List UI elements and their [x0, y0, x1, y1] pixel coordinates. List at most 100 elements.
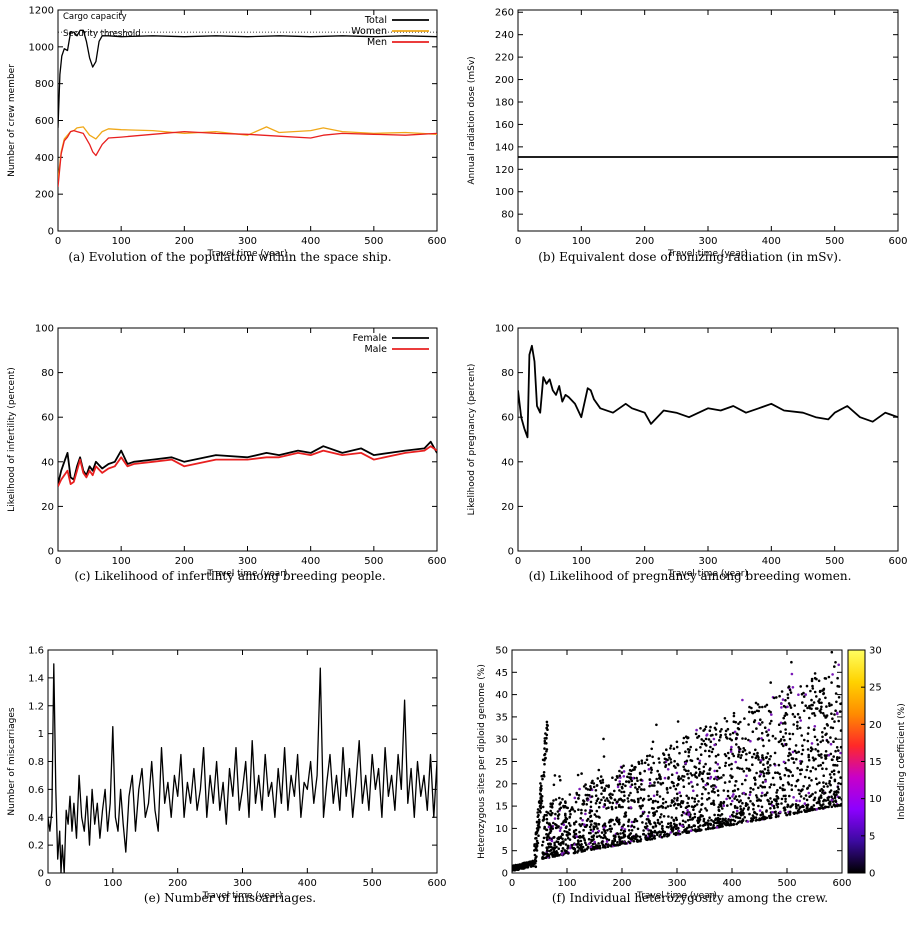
scatter-point: [676, 796, 679, 800]
scatter-point: [525, 861, 529, 865]
scatter-point: [702, 786, 705, 789]
scatter-point: [761, 811, 764, 814]
scatter-point: [580, 850, 583, 853]
scatter-point: [632, 825, 636, 829]
y-tick-label: 60: [501, 413, 514, 424]
scatter-point: [552, 783, 556, 787]
scatter-point: [648, 833, 651, 836]
scatter-point: [722, 773, 725, 777]
scatter-point: [741, 698, 744, 702]
scatter-point: [541, 840, 545, 844]
scatter-point: [547, 825, 551, 829]
scatter-point: [539, 796, 543, 799]
scatter-point: [539, 806, 543, 810]
chart-panel-d: 0 100 200 300 400 500 600 0 20 40 60 80 100 Travel ti…: [467, 324, 908, 584]
scatter-point: [678, 822, 682, 826]
scatter-point: [774, 771, 777, 774]
scatter-point: [617, 822, 621, 826]
scatter-point: [639, 839, 642, 843]
scatter-point: [705, 809, 709, 812]
scatter-point: [679, 805, 683, 808]
scatter-point: [788, 688, 792, 692]
scatter-point: [595, 784, 599, 787]
scatter-point: [717, 817, 720, 821]
scatter-point: [616, 776, 619, 779]
scatter-point: [585, 803, 588, 806]
scatter-point: [743, 749, 747, 752]
scatter-point: [548, 813, 552, 816]
scatter-point: [542, 775, 546, 778]
scatter-point: [808, 706, 812, 710]
x-tick-label: 400: [722, 878, 741, 889]
scatter-point: [791, 732, 795, 736]
scatter-point: [812, 804, 816, 807]
scatter-point: [826, 724, 829, 727]
scatter-point: [807, 726, 810, 730]
y-tick-label: 180: [495, 97, 514, 108]
scatter-point: [662, 753, 666, 756]
series-line-main: [518, 344, 898, 439]
scatter-point: [726, 737, 729, 740]
scatter-point: [679, 777, 683, 780]
scatter-point: [642, 829, 645, 832]
scatter-point: [615, 800, 619, 804]
scatter-point: [627, 780, 631, 784]
x-tick-label: 500: [363, 878, 382, 889]
scatter-point: [632, 839, 636, 843]
scatter-point: [696, 757, 700, 761]
scatter-point: [749, 739, 752, 743]
scatter-point: [548, 836, 551, 839]
x-tick-label: 200: [635, 556, 654, 567]
scatter-point: [602, 737, 605, 741]
x-tick-label: 500: [777, 878, 796, 889]
scatter-point: [683, 829, 686, 832]
scatter-point: [707, 796, 711, 800]
scatter-point: [681, 779, 685, 782]
scatter-point: [837, 770, 841, 774]
scatter-point: [780, 690, 784, 693]
scatter-point: [676, 763, 680, 767]
scatter-point: [605, 784, 608, 788]
scatter-point: [807, 791, 811, 795]
scatter-point: [582, 785, 586, 788]
scatter-point: [629, 806, 633, 809]
scatter-point: [597, 815, 600, 819]
scatter-point: [618, 789, 621, 792]
scatter-point: [533, 844, 536, 848]
scatter-point: [814, 748, 817, 751]
scatter-point: [622, 770, 626, 773]
scatter-point: [702, 739, 705, 743]
scatter-point: [749, 790, 752, 794]
scatter-point: [835, 746, 839, 749]
scatter-point: [798, 799, 801, 803]
scatter-point: [672, 764, 676, 768]
scatter-point: [554, 851, 558, 854]
scatter-point: [819, 807, 822, 810]
scatter-point: [545, 817, 549, 821]
scatter-point: [797, 788, 800, 792]
scatter-point: [780, 742, 784, 746]
scatter-point: [667, 776, 670, 779]
scatter-point: [823, 727, 826, 730]
scatter-point: [714, 754, 718, 758]
scatter-point: [629, 791, 632, 795]
scatter-point: [633, 768, 636, 771]
scatter-point: [721, 817, 725, 821]
y-tick-label: 1.4: [28, 673, 44, 684]
scatter-point: [549, 805, 552, 808]
plot-frame: [517, 327, 899, 552]
scatter-point: [638, 804, 642, 808]
scatter-point: [733, 789, 736, 792]
scatter-point: [600, 798, 603, 802]
scatter-point: [532, 864, 535, 868]
scatter-point: [702, 823, 706, 827]
scatter-point: [622, 775, 626, 778]
scatter-point: [811, 792, 814, 796]
scatter-point: [573, 847, 577, 851]
scatter-point: [586, 797, 589, 800]
scatter-point: [554, 798, 558, 801]
scatter-point: [726, 789, 730, 793]
scatter-point: [625, 780, 628, 783]
scatter-point: [674, 787, 678, 791]
scatter-point: [629, 832, 633, 835]
